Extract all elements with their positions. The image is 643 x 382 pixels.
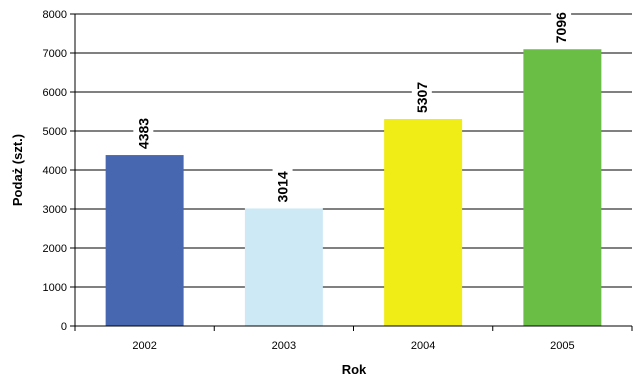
y-tick-label: 6000 (43, 87, 67, 99)
y-tick-label: 5000 (43, 126, 67, 138)
y-tick-label: 7000 (43, 48, 67, 60)
bar-2003 (244, 208, 323, 326)
data-labels: 4383 3014 5307 7096 (133, 9, 572, 205)
y-tick-label: 8000 (43, 9, 67, 21)
x-tick-label-2004: 2004 (411, 340, 435, 352)
bar-2002 (105, 155, 184, 326)
bars (105, 49, 602, 326)
bar-2005 (523, 49, 602, 326)
data-label-2002: 4383 (135, 118, 151, 149)
y-tick-label: 1000 (43, 282, 67, 294)
x-axis-title: Rok (342, 362, 367, 377)
x-tick-label-2002: 2002 (132, 340, 156, 352)
data-label-2005: 7096 (553, 12, 569, 43)
x-tick-label-2003: 2003 (272, 340, 296, 352)
y-axis-title: Podaż (szt.) (10, 134, 25, 206)
y-tick-label: 4000 (43, 165, 67, 177)
data-label-background (551, 9, 572, 46)
y-tick-label: 0 (61, 321, 67, 333)
data-label-2004: 5307 (414, 82, 430, 113)
y-tick-label: 3000 (43, 204, 67, 216)
y-tick-label: 2000 (43, 243, 67, 255)
x-tick-label-2005: 2005 (550, 340, 574, 352)
data-label-2003: 3014 (275, 171, 291, 202)
axes: 0 1000 2000 3000 4000 5000 6000 7000 8000 2002 200… (43, 9, 633, 352)
data-label-background (272, 169, 293, 205)
bar-2004 (384, 119, 463, 326)
data-label-background (411, 79, 432, 116)
data-label-background (133, 115, 154, 152)
